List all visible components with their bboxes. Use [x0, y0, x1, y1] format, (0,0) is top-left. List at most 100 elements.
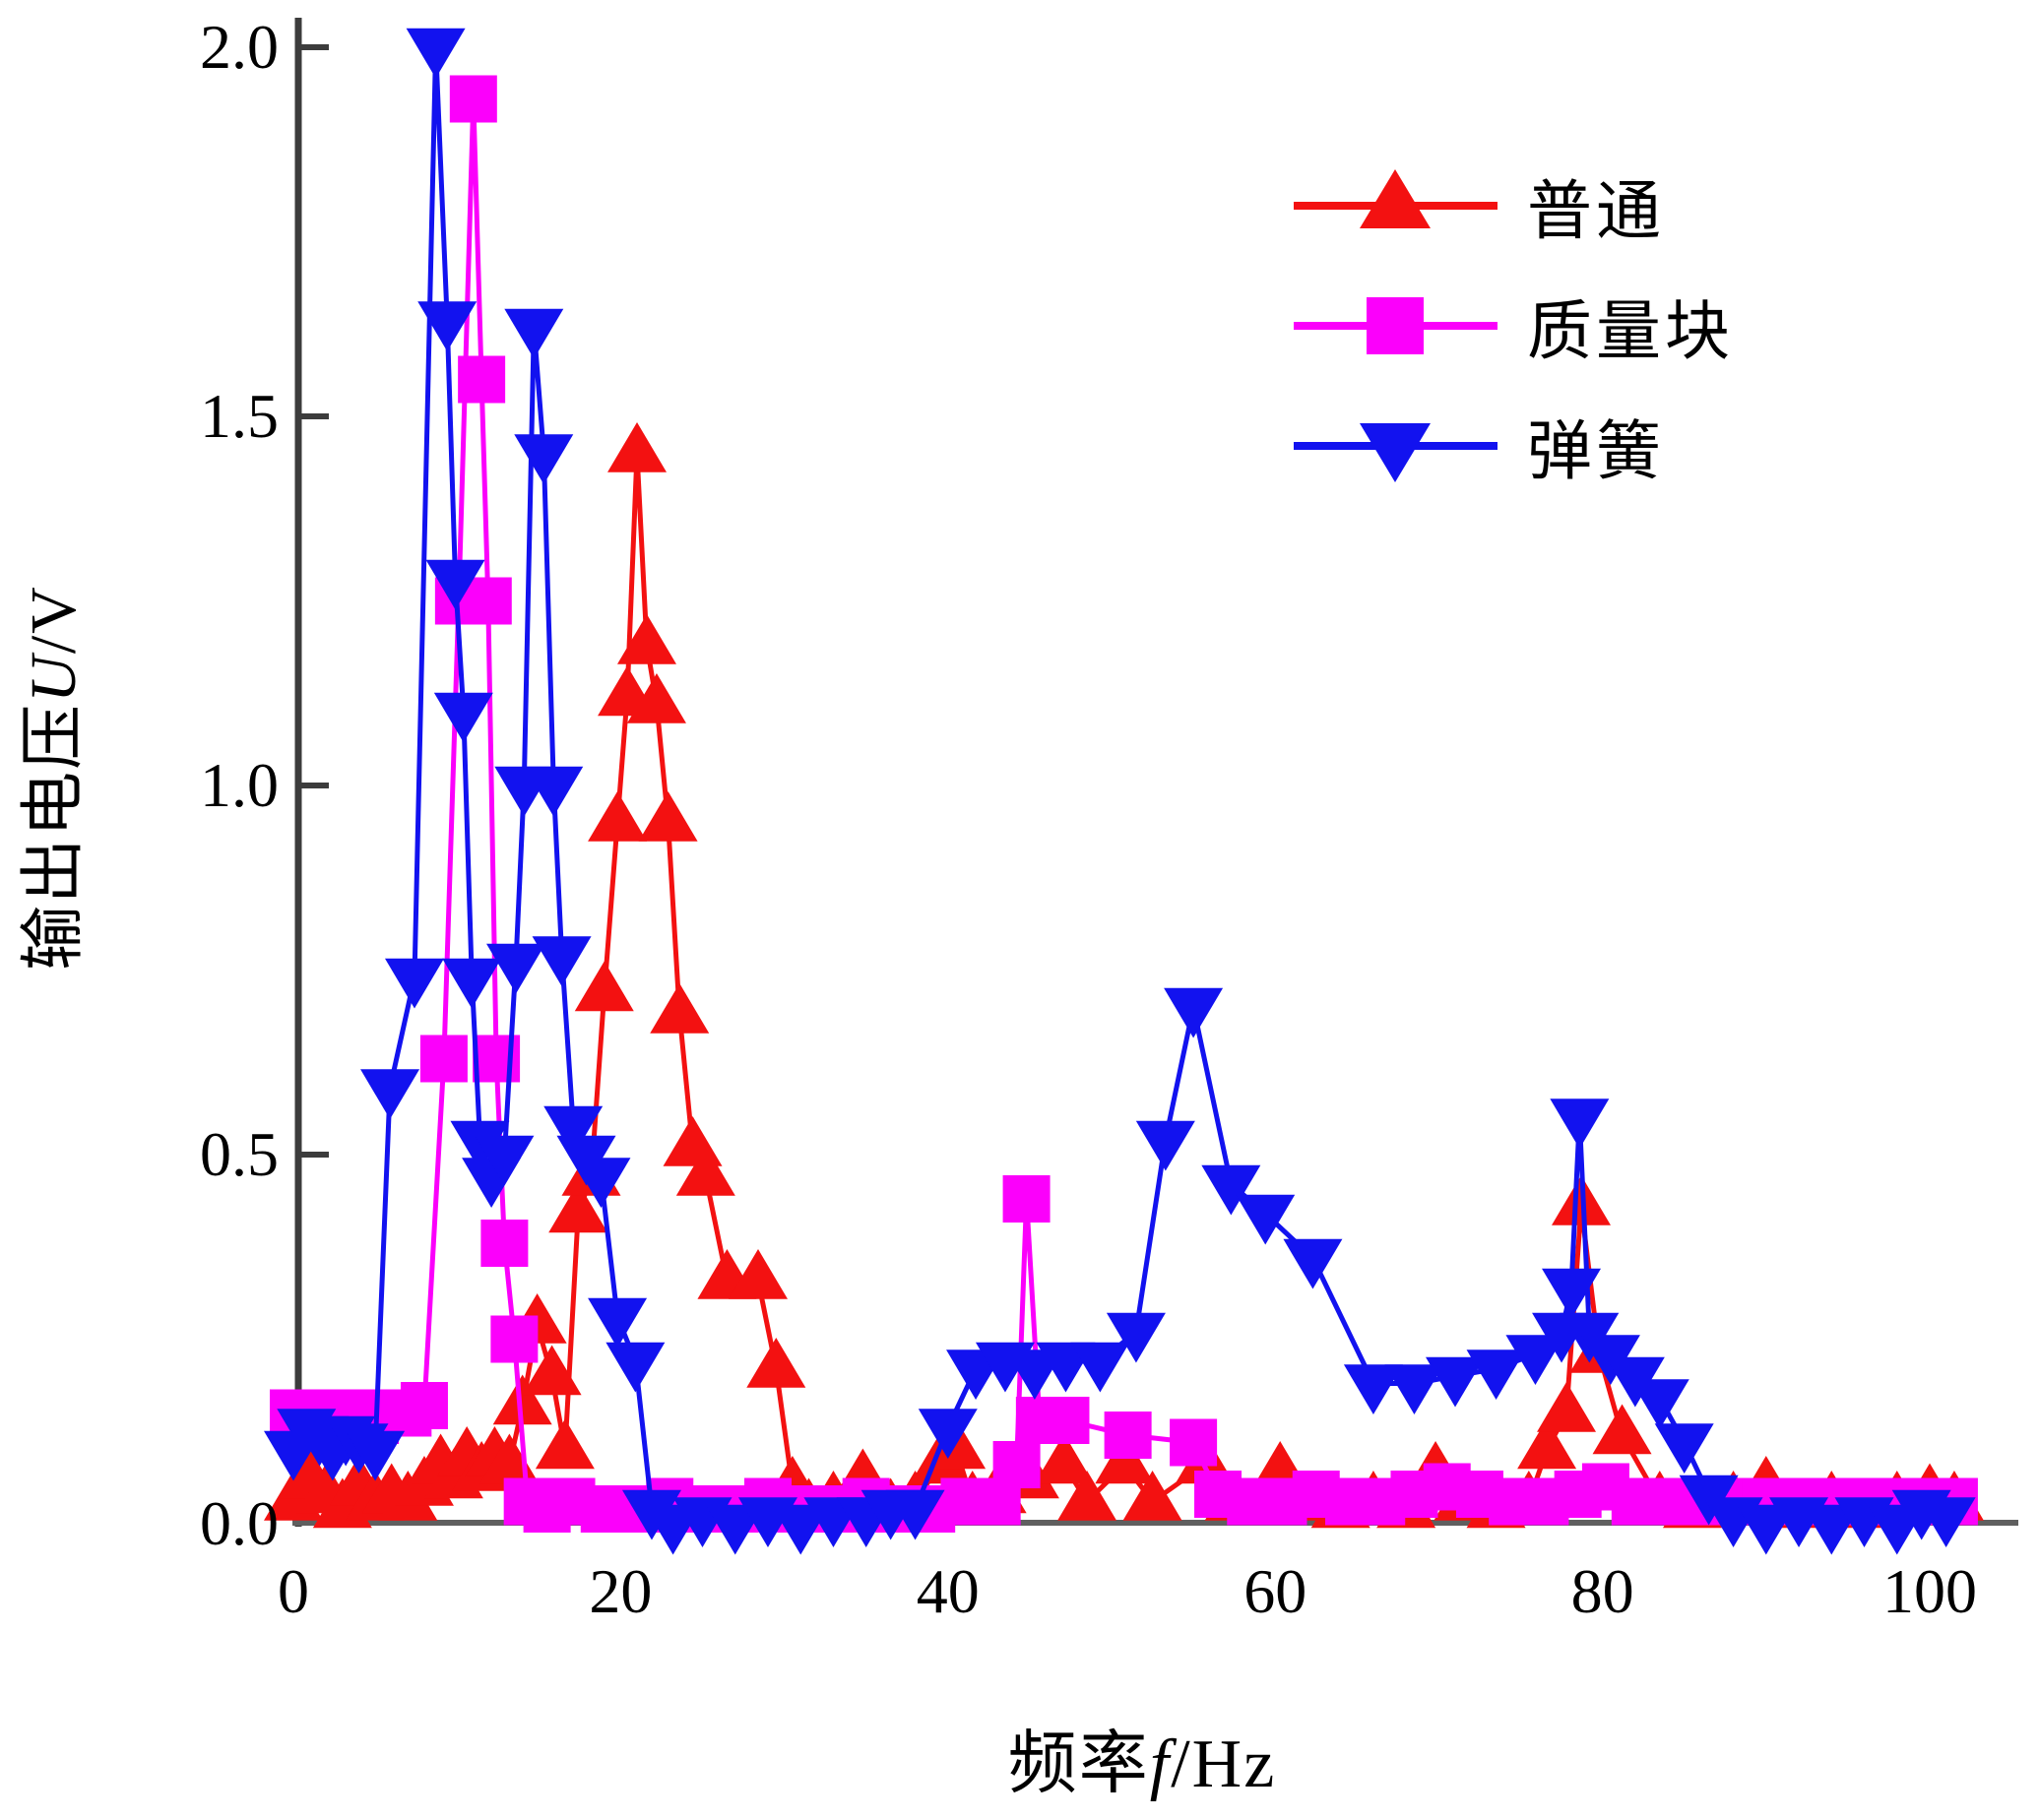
legend-label-spring: 弹簧	[1527, 416, 1665, 488]
marker-triangle-up	[746, 1338, 806, 1388]
marker-triangle-down	[417, 301, 478, 351]
marker-square	[464, 577, 512, 625]
marker-triangle-down	[543, 1105, 604, 1157]
marker-triangle-down	[1466, 1349, 1526, 1400]
marker-square	[449, 75, 497, 123]
x-tick-label: 40	[916, 1556, 980, 1626]
x-axis-variable: f	[1149, 1726, 1172, 1802]
legend-item-spring: 弹簧	[1290, 406, 1734, 488]
marker-triangle-down	[433, 692, 493, 743]
marker-triangle-down	[885, 1489, 945, 1540]
marker-triangle-up	[638, 791, 698, 842]
marker-triangle-down	[486, 943, 546, 994]
marker-triangle-down	[1736, 1504, 1796, 1555]
marker-square	[1170, 1418, 1218, 1467]
x-axis-title: 频率f/Hz	[1008, 1708, 1277, 1807]
legend-marker-triangle-up-icon	[1294, 169, 1497, 228]
y-tick-label: 1.5	[200, 381, 279, 451]
y-tick-label: 0.0	[200, 1488, 279, 1558]
marker-square	[400, 1382, 448, 1429]
marker-triangle-up	[548, 1182, 608, 1233]
marker-square	[458, 355, 506, 404]
marker-triangle-down	[605, 1342, 666, 1393]
marker-triangle-up	[522, 1345, 582, 1396]
marker-triangle-down	[1283, 1238, 1343, 1289]
marker-triangle-down	[524, 766, 584, 817]
marker-triangle-down	[514, 434, 574, 484]
legend-item-mass-block: 质量块	[1290, 285, 1734, 368]
marker-triangle-down	[588, 1297, 648, 1349]
marker-triangle-up	[1122, 1471, 1182, 1521]
marker-triangle-up	[574, 961, 634, 1012]
marker-triangle-down	[1135, 1120, 1195, 1171]
marker-triangle-up	[588, 791, 648, 842]
marker-triangle-up	[675, 1146, 735, 1196]
marker-triangle-down	[1164, 987, 1224, 1038]
marker-triangle-up	[729, 1249, 789, 1299]
x-tick-label: 100	[1882, 1556, 1977, 1626]
y-axis-title-text: 输出电压	[18, 702, 90, 971]
marker-triangle-up	[1034, 1433, 1094, 1484]
x-tick-label: 20	[589, 1556, 653, 1626]
marker-triangle-down	[1654, 1423, 1714, 1474]
marker-triangle-down	[504, 308, 564, 359]
marker-triangle-up	[1592, 1404, 1652, 1455]
marker-triangle-down	[1505, 1335, 1565, 1385]
marker-triangle-down	[1802, 1504, 1862, 1555]
marker-triangle-down	[442, 958, 502, 1009]
marker-triangle-down	[571, 1158, 631, 1208]
marker-square	[480, 1220, 529, 1267]
marker-triangle-down	[532, 936, 592, 986]
legend-marker-triangle-down-icon	[1294, 423, 1497, 482]
x-axis-unit: /Hz	[1171, 1726, 1277, 1802]
marker-triangle-down	[1542, 1268, 1602, 1319]
y-axis-unit: /V	[18, 585, 90, 655]
marker-triangle-up	[535, 1418, 595, 1470]
marker-triangle-down	[705, 1504, 765, 1555]
marker-triangle-down	[406, 28, 466, 79]
marker-square	[1042, 1397, 1090, 1444]
legend: 普通 质量块 弹簧	[1290, 165, 1734, 488]
y-axis-title: 输出电压U/V	[0, 585, 95, 971]
marker-triangle-down	[1629, 1379, 1689, 1429]
marker-triangle-down	[1384, 1364, 1444, 1414]
legend-marker-square-icon	[1294, 297, 1497, 354]
y-axis-variable: U	[18, 654, 90, 703]
marker-triangle-down	[1426, 1356, 1486, 1408]
marker-triangle-up	[1057, 1471, 1117, 1521]
marker-triangle-down	[360, 1069, 420, 1119]
marker-triangle-up	[650, 983, 710, 1034]
marker-triangle-down	[450, 1120, 510, 1171]
x-tick-label: 0	[278, 1556, 309, 1626]
x-axis-title-text: 频率	[1007, 1726, 1150, 1802]
x-tick-label: 60	[1243, 1556, 1307, 1626]
marker-triangle-up	[1517, 1418, 1577, 1470]
marker-triangle-down	[1201, 1164, 1261, 1216]
x-tick-label: 80	[1570, 1556, 1634, 1626]
marker-triangle-down	[771, 1504, 831, 1555]
legend-label-ordinary: 普通	[1527, 176, 1665, 248]
marker-triangle-down	[346, 1430, 406, 1481]
marker-triangle-up	[607, 422, 668, 472]
marker-triangle-down	[475, 1135, 535, 1186]
marker-triangle-down	[1236, 1194, 1296, 1245]
marker-triangle-down	[1343, 1364, 1403, 1414]
marker-triangle-down	[918, 1409, 978, 1459]
y-tick-label: 2.0	[200, 12, 279, 82]
marker-triangle-down	[1550, 1098, 1610, 1149]
marker-triangle-down	[1070, 1342, 1130, 1393]
marker-triangle-up	[616, 614, 676, 664]
marker-triangle-down	[1916, 1497, 1976, 1547]
y-tick-label: 0.5	[200, 1119, 279, 1189]
marker-triangle-up	[492, 1374, 552, 1425]
legend-item-ordinary: 普通	[1290, 165, 1734, 248]
y-tick-label: 1.0	[200, 750, 279, 820]
marker-square	[419, 1035, 468, 1083]
marker-square	[1104, 1412, 1152, 1459]
marker-square	[490, 1315, 539, 1363]
marker-triangle-down	[384, 958, 444, 1009]
marker-triangle-up	[1537, 1382, 1597, 1432]
legend-label-mass-block: 质量块	[1527, 296, 1734, 368]
